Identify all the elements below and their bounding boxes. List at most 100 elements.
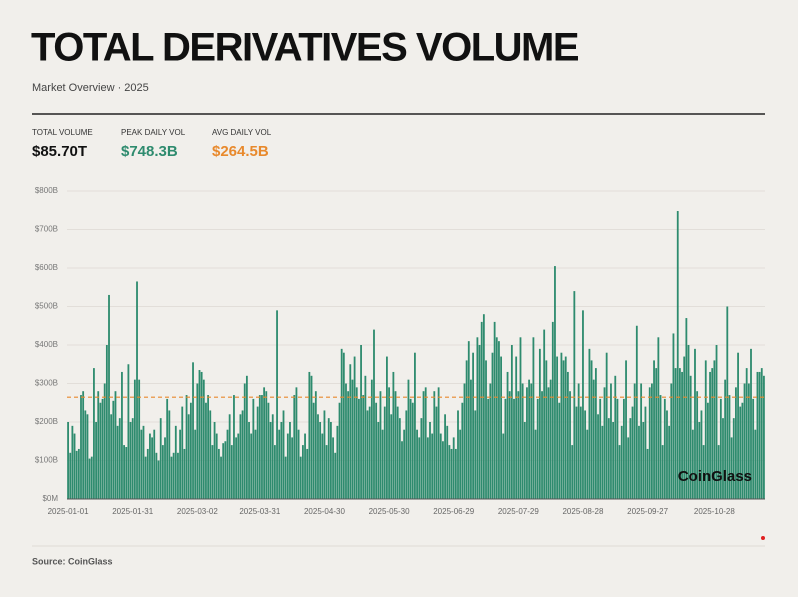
bar xyxy=(308,371,311,499)
x-tick-label: 2025-04-30 xyxy=(304,507,345,516)
bar xyxy=(754,429,757,499)
bar xyxy=(558,402,561,499)
bar xyxy=(116,425,119,499)
bar xyxy=(181,406,184,499)
bar xyxy=(722,418,724,499)
bar xyxy=(336,425,339,499)
x-tick-label: 2025-09-27 xyxy=(627,507,668,516)
bar xyxy=(633,383,636,499)
bar xyxy=(153,429,156,499)
bar xyxy=(183,448,186,499)
bar xyxy=(610,383,612,499)
bar xyxy=(174,425,177,499)
bar xyxy=(224,441,227,499)
bar xyxy=(556,356,559,499)
bar xyxy=(267,402,270,499)
stat-label: TOTAL VOLUME xyxy=(32,128,93,137)
bar xyxy=(612,422,615,499)
bar xyxy=(646,448,649,499)
bar xyxy=(707,402,709,499)
y-tick-label: $200B xyxy=(35,417,58,426)
bar xyxy=(657,337,660,499)
bar xyxy=(616,398,619,499)
bar xyxy=(220,456,222,499)
plot: $0M $100B $200B $300B $400B $500B $600B $700B $8… xyxy=(35,186,765,516)
bar xyxy=(433,391,436,499)
bar xyxy=(222,443,225,499)
bar xyxy=(526,387,528,499)
bar xyxy=(321,433,324,499)
bar xyxy=(472,352,474,499)
bar xyxy=(498,341,500,499)
stat-value: $264.5B xyxy=(212,143,269,160)
bar xyxy=(146,448,149,499)
bar xyxy=(530,383,533,499)
bar xyxy=(284,456,287,499)
bar xyxy=(386,356,388,499)
bar xyxy=(418,437,421,499)
bar xyxy=(763,375,765,499)
bar xyxy=(735,387,737,499)
bar xyxy=(437,387,440,499)
x-tick-label: 2025-03-31 xyxy=(239,507,280,516)
bar xyxy=(319,422,322,499)
bar xyxy=(233,395,235,499)
bar xyxy=(164,437,166,499)
bar xyxy=(140,429,143,499)
y-tick-label: $300B xyxy=(35,379,58,388)
x-tick-label: 2025-07-29 xyxy=(498,507,539,516)
bar xyxy=(144,456,147,499)
bar xyxy=(696,391,699,499)
bar xyxy=(741,402,744,499)
bar xyxy=(422,391,425,499)
bar xyxy=(245,375,248,499)
y-tick-label: $100B xyxy=(35,456,58,465)
bar xyxy=(560,352,563,499)
bar xyxy=(131,418,134,499)
bar xyxy=(603,387,606,499)
bar xyxy=(687,345,690,499)
bar xyxy=(155,452,158,499)
watermark: CoinGlass xyxy=(678,468,752,485)
bar xyxy=(730,437,733,499)
bar xyxy=(358,398,360,499)
bar xyxy=(715,345,718,499)
bar xyxy=(543,329,546,499)
bar xyxy=(642,422,645,499)
bar xyxy=(377,422,380,499)
bar xyxy=(648,387,651,499)
y-tick-label: $500B xyxy=(35,302,58,311)
bar xyxy=(650,383,653,499)
bar xyxy=(638,425,640,499)
bar xyxy=(620,425,623,499)
bar xyxy=(629,418,632,499)
stat-value: $748.3B xyxy=(121,143,178,160)
bar xyxy=(213,422,216,499)
bar xyxy=(280,422,283,499)
stat-value: $85.70T xyxy=(32,143,87,160)
bar xyxy=(250,433,253,499)
bar xyxy=(205,402,207,499)
stat-label: AVG DAILY VOL xyxy=(212,128,272,137)
bar xyxy=(717,445,720,499)
bar xyxy=(564,356,567,499)
bar xyxy=(485,360,487,499)
bar xyxy=(248,422,250,499)
bar xyxy=(388,387,390,499)
bar xyxy=(700,410,703,499)
bar xyxy=(312,402,315,499)
bar xyxy=(491,352,494,499)
bar xyxy=(310,375,313,499)
bar xyxy=(75,450,78,499)
bar xyxy=(618,445,621,499)
y-tick-label: $400B xyxy=(35,340,58,349)
bar xyxy=(93,368,95,499)
bar xyxy=(476,337,479,499)
stat-label: PEAK DAILY VOL xyxy=(121,128,186,137)
bar xyxy=(655,368,658,499)
bar xyxy=(461,402,464,499)
bar xyxy=(207,395,210,499)
bar xyxy=(588,348,591,499)
y-tick-label: $0M xyxy=(42,494,58,503)
bar xyxy=(235,437,238,499)
